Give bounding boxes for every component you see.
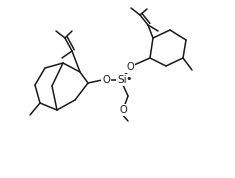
Text: Si: Si: [117, 75, 127, 85]
Text: O: O: [102, 75, 110, 85]
Text: O: O: [126, 62, 134, 72]
Text: O: O: [119, 105, 127, 115]
Text: •: •: [126, 74, 132, 83]
